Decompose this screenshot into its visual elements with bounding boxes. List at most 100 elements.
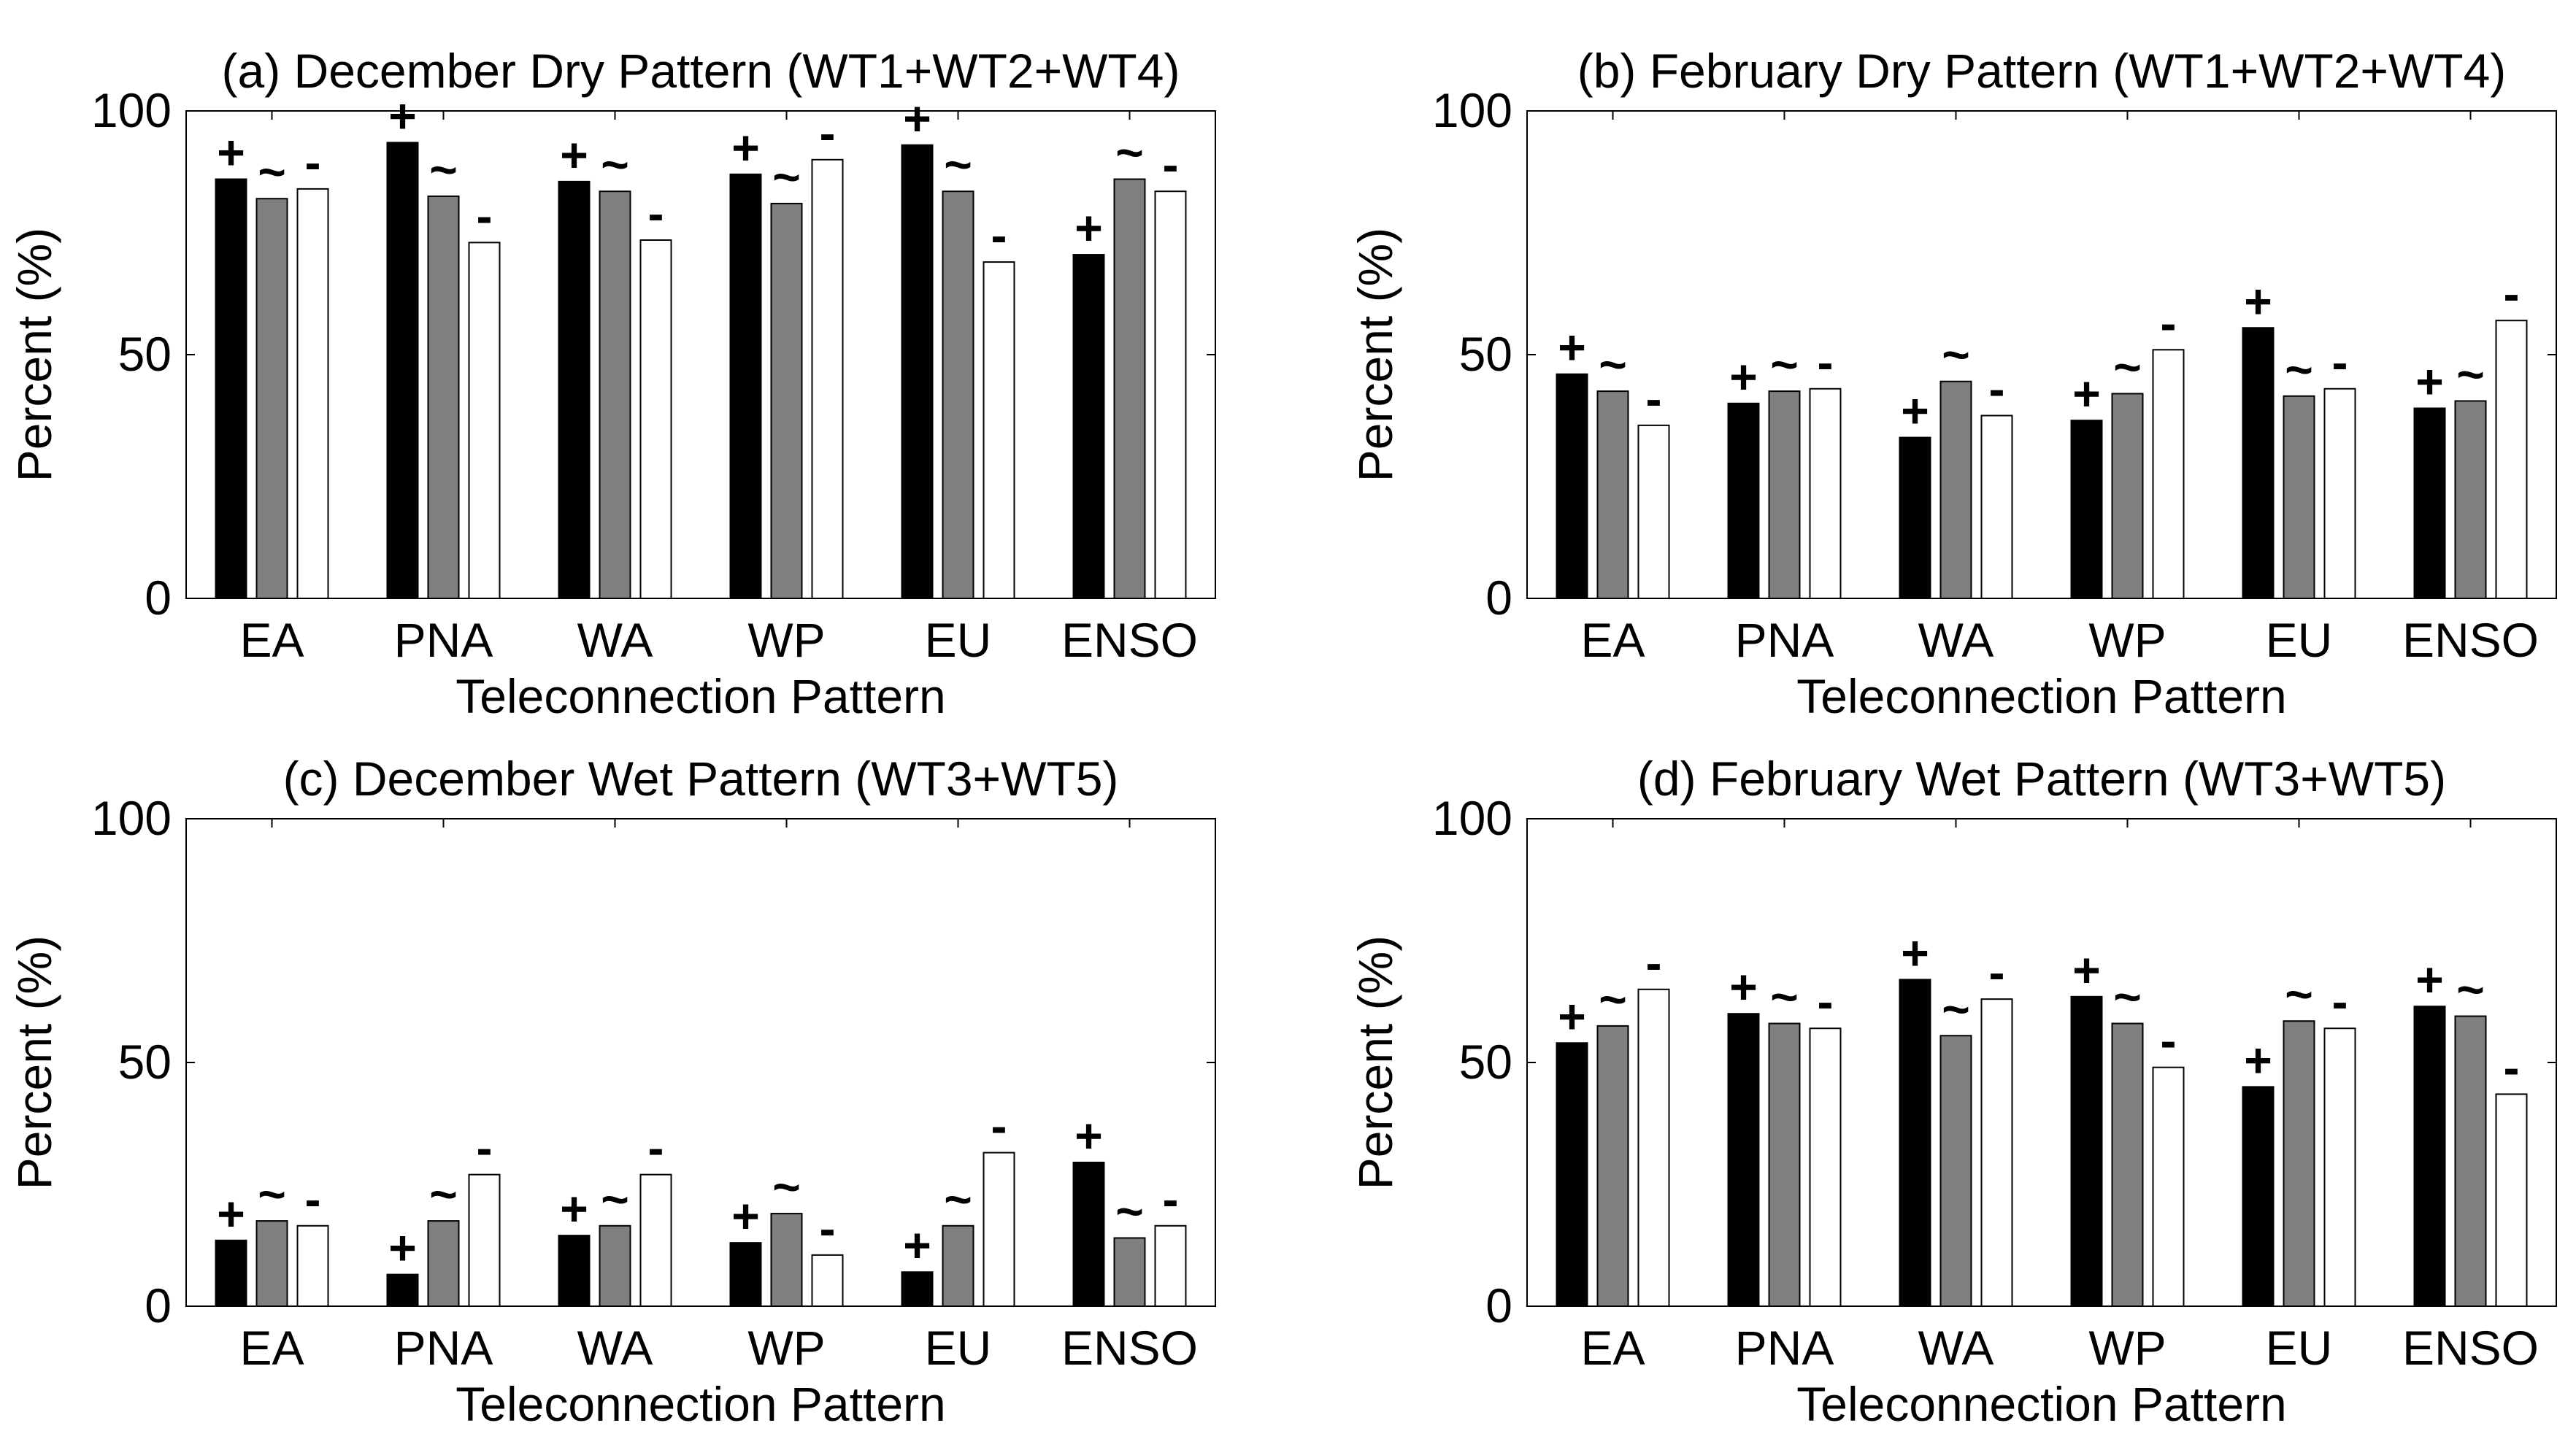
bar-sign-label: + xyxy=(1901,384,1929,438)
y-tick-label: 100 xyxy=(91,83,172,137)
bar-ea-1 xyxy=(255,1220,288,1307)
bar-sign-label: - xyxy=(1818,974,1834,1028)
y-tick-label: 50 xyxy=(1459,327,1512,381)
bar-enso-0 xyxy=(1072,1161,1105,1307)
bar-sign-label: - xyxy=(820,106,836,160)
chart-title: (a) December Dry Pattern (WT1+WT2+WT4) xyxy=(222,44,1180,98)
bar-wp-0 xyxy=(729,173,762,599)
bar-sign-label: + xyxy=(1074,201,1103,255)
x-tick-label: ENSO xyxy=(2402,613,2539,667)
bar-sign-label: ~ xyxy=(1942,981,1970,1035)
bar-ea-1 xyxy=(255,198,288,599)
bar-pna-1 xyxy=(427,195,460,599)
x-tick-label: PNA xyxy=(1735,613,1834,667)
y-tick-label: 50 xyxy=(1459,1035,1512,1089)
bar-eu-1 xyxy=(942,190,974,600)
bar-eu-2 xyxy=(2323,387,2356,599)
bar-enso-0 xyxy=(1072,254,1105,599)
chart-panel-c: (c) December Wet Pattern (WT3+WT5) 0 50 100… xyxy=(7,752,1216,1431)
chart-panel-b: (b) February Dry Pattern (WT1+WT2+WT4) 0 5… xyxy=(1348,44,2557,723)
bar-enso-1 xyxy=(1113,178,1146,599)
chart-panel-d: (d) February Wet Pattern (WT3+WT5) 0 50 100… xyxy=(1348,752,2557,1431)
bar-sign-label: + xyxy=(1729,960,1758,1014)
x-tick-label: WP xyxy=(2088,613,2166,667)
bar-sign-label: ~ xyxy=(1942,328,1970,382)
x-axis-label: Teleconnection Pattern xyxy=(1796,669,2286,723)
bar-sign-label: - xyxy=(1646,936,1662,990)
bar-pna-2 xyxy=(468,1173,501,1308)
bar-sign-label: + xyxy=(560,128,588,182)
bar-wa-1 xyxy=(599,1224,631,1308)
bar-pna-0 xyxy=(386,1273,419,1307)
bar-pna-1 xyxy=(427,1220,460,1307)
x-tick-label: WP xyxy=(747,613,825,667)
bar-wa-0 xyxy=(558,180,591,600)
bar-wp-1 xyxy=(2111,393,2144,599)
bar-pna-2 xyxy=(468,242,501,599)
bar-sign-label: ~ xyxy=(944,1172,972,1226)
bar-sign-label: ~ xyxy=(1599,972,1627,1026)
y-tick-label: 0 xyxy=(1485,1278,1512,1332)
x-axis-label: Teleconnection Pattern xyxy=(1796,1377,2286,1431)
bar-ea-0 xyxy=(215,178,247,599)
bar-sign-label: + xyxy=(217,1187,245,1241)
chart-title: (b) February Dry Pattern (WT1+WT2+WT4) xyxy=(1577,44,2507,98)
bar-enso-1 xyxy=(1113,1237,1146,1307)
x-tick-label: ENSO xyxy=(1061,1321,1198,1375)
bar-ea-2 xyxy=(1637,424,1670,599)
bar-enso-2 xyxy=(1154,1224,1187,1308)
x-tick-label: EA xyxy=(239,1321,304,1375)
bar-sign-label: ~ xyxy=(429,1167,458,1221)
bar-wp-2 xyxy=(811,1254,844,1307)
bar-sign-label: + xyxy=(2244,274,2272,328)
bar-wa-1 xyxy=(599,190,631,600)
bar-wp-1 xyxy=(770,1213,803,1307)
y-tick-label: 50 xyxy=(118,327,172,381)
bar-ea-0 xyxy=(1556,373,1588,599)
y-axis-label: Percent (%) xyxy=(7,228,61,482)
bar-ea-2 xyxy=(1637,988,1670,1308)
y-tick-label: 50 xyxy=(118,1035,172,1089)
chart-title: (c) December Wet Pattern (WT3+WT5) xyxy=(283,752,1119,806)
axes-box xyxy=(185,110,1216,599)
bar-ea-0 xyxy=(1556,1042,1588,1308)
bar-sign-label: + xyxy=(560,1181,588,1235)
bar-sign-label: + xyxy=(2415,952,2444,1006)
bar-sign-label: - xyxy=(648,186,664,240)
bar-wa-0 xyxy=(1899,436,1931,599)
x-tick-label: WA xyxy=(1918,1321,1994,1375)
bar-pna-2 xyxy=(1809,1027,1842,1307)
bar-wa-2 xyxy=(639,239,672,599)
bar-wp-2 xyxy=(811,158,844,600)
bar-wa-2 xyxy=(1980,998,2013,1308)
bar-sign-label: + xyxy=(903,1218,931,1272)
bar-sign-label: - xyxy=(305,1172,321,1226)
bar-ea-0 xyxy=(215,1239,247,1307)
bar-sign-label: ~ xyxy=(2113,339,2142,393)
bar-sign-label: ~ xyxy=(601,1172,629,1226)
bar-sign-label: - xyxy=(820,1201,836,1255)
bar-sign-label: - xyxy=(2332,335,2348,389)
x-tick-label: EA xyxy=(1580,1321,1645,1375)
bar-wp-2 xyxy=(2152,1066,2185,1308)
axes-box xyxy=(185,818,1216,1307)
bar-sign-label: - xyxy=(991,208,1007,262)
bar-sign-label: + xyxy=(1074,1108,1103,1162)
y-tick-label: 100 xyxy=(91,791,172,845)
bar-sign-label: - xyxy=(477,188,493,242)
bar-sign-label: + xyxy=(1558,989,1586,1043)
bar-eu-1 xyxy=(942,1224,974,1308)
chart-title: (d) February Wet Pattern (WT3+WT5) xyxy=(1637,752,2446,806)
bar-sign-label: - xyxy=(1163,1172,1179,1226)
chart-panel-a: (a) December Dry Pattern (WT1+WT2+WT4) 0 5… xyxy=(7,44,1216,723)
bar-eu-0 xyxy=(2242,1086,2275,1308)
bar-pna-1 xyxy=(1768,1022,1801,1308)
bar-sign-label: - xyxy=(2332,974,2348,1028)
x-tick-label: EA xyxy=(1580,613,1645,667)
y-tick-label: 0 xyxy=(145,571,172,625)
bar-enso-2 xyxy=(2495,1093,2528,1308)
bar-sign-label: + xyxy=(2072,366,2101,420)
x-axis-label: Teleconnection Pattern xyxy=(455,669,945,723)
x-tick-label: WA xyxy=(577,1321,653,1375)
